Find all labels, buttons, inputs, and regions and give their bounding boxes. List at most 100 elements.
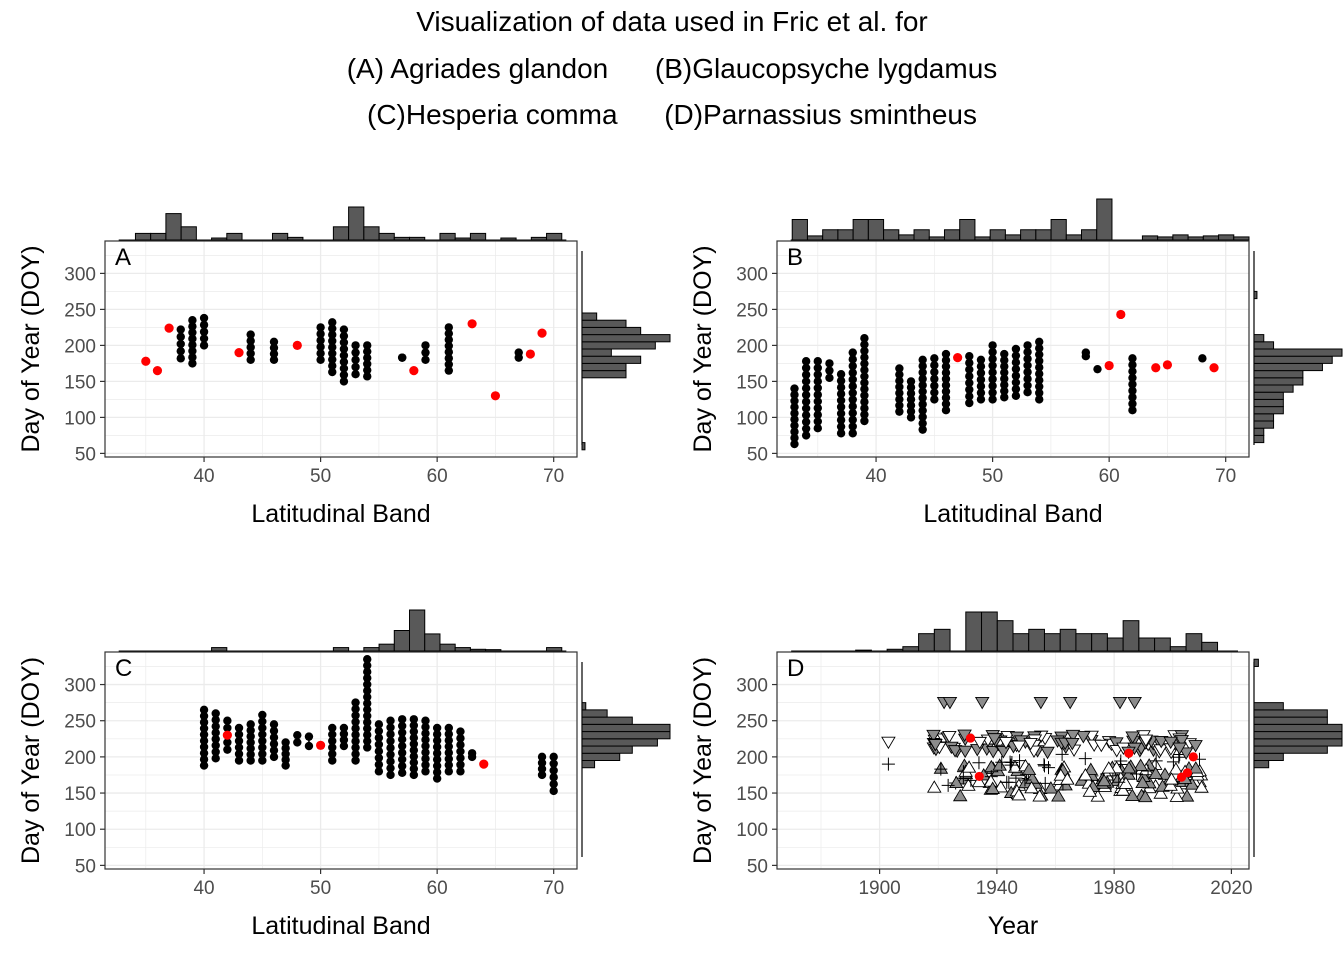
down-triangle-marker bbox=[998, 736, 1014, 750]
y-tick-label: 150 bbox=[64, 372, 96, 393]
x-hist-bar bbox=[886, 648, 904, 652]
data-point bbox=[304, 732, 314, 741]
y-tick-label: 250 bbox=[64, 712, 96, 733]
data-point bbox=[813, 377, 822, 386]
plus-marker bbox=[1141, 764, 1155, 778]
data-point bbox=[269, 739, 279, 749]
data-point bbox=[930, 354, 939, 363]
y-hist-bar bbox=[581, 370, 627, 379]
data-point bbox=[246, 732, 255, 741]
data-point bbox=[363, 743, 372, 752]
y-tick-label: 150 bbox=[64, 784, 96, 805]
down-triangle-marker bbox=[1178, 747, 1194, 760]
x-hist-bar bbox=[439, 643, 456, 652]
y-tick-label: 50 bbox=[747, 444, 768, 465]
data-point bbox=[1023, 347, 1032, 357]
x-tick-label: 1980 bbox=[1093, 878, 1135, 899]
data-point bbox=[965, 365, 974, 374]
data-point bbox=[895, 401, 904, 410]
data-point bbox=[409, 733, 419, 743]
data-point bbox=[836, 376, 846, 385]
data-point bbox=[930, 361, 939, 370]
y-tick-label: 100 bbox=[64, 820, 96, 841]
data-point bbox=[1011, 378, 1021, 387]
data-point bbox=[930, 388, 939, 397]
x-hist-bar bbox=[530, 236, 548, 241]
highlight-point bbox=[292, 340, 302, 350]
data-point bbox=[421, 760, 430, 770]
data-point bbox=[339, 357, 349, 367]
y-hist-bar bbox=[581, 312, 598, 321]
data-point bbox=[234, 749, 244, 759]
data-point bbox=[432, 723, 442, 733]
data-point bbox=[444, 329, 454, 338]
data-point bbox=[801, 431, 811, 440]
data-point bbox=[328, 349, 337, 358]
data-point bbox=[941, 399, 951, 409]
data-point bbox=[351, 711, 360, 720]
up-triangle-marker bbox=[961, 778, 976, 791]
y-hist-bar bbox=[1253, 658, 1259, 667]
data-point bbox=[397, 715, 407, 724]
data-point bbox=[397, 748, 407, 757]
panel-letter: C bbox=[115, 655, 132, 682]
data-point bbox=[374, 733, 384, 742]
y-hist-bar bbox=[1253, 413, 1275, 422]
data-point bbox=[895, 376, 904, 385]
figure-title-line-2: (A) Agriades glandon (B)Glaucopsyche lyg… bbox=[346, 53, 998, 84]
data-point bbox=[199, 327, 209, 336]
x-axis-label: Latitudinal Band bbox=[251, 912, 430, 940]
data-point bbox=[918, 368, 927, 377]
data-point bbox=[374, 760, 384, 769]
data-point bbox=[860, 404, 869, 413]
data-point bbox=[848, 368, 857, 377]
down-triangle-marker bbox=[942, 730, 957, 744]
data-point bbox=[537, 752, 547, 762]
data-point bbox=[363, 711, 372, 721]
data-point bbox=[421, 735, 430, 744]
x-hist-bar bbox=[855, 649, 872, 652]
x-hist-bar bbox=[928, 236, 945, 241]
panel-letter: B bbox=[787, 244, 803, 271]
data-point bbox=[351, 730, 360, 739]
down-triangle-marker bbox=[987, 733, 1002, 746]
y-hist-bar bbox=[1253, 377, 1304, 386]
x-hist-bar bbox=[180, 226, 197, 241]
data-point bbox=[836, 370, 846, 379]
data-point bbox=[790, 427, 799, 436]
data-point bbox=[234, 730, 244, 739]
highlight-point bbox=[1124, 748, 1134, 758]
data-point bbox=[363, 365, 372, 375]
data-point bbox=[199, 705, 209, 715]
y-hist-bar bbox=[1253, 709, 1328, 718]
up-triangle-marker bbox=[1148, 766, 1163, 780]
data-point bbox=[421, 767, 430, 776]
data-point bbox=[421, 722, 430, 732]
x-tick-label: 70 bbox=[543, 466, 564, 487]
data-point bbox=[339, 370, 349, 380]
data-point bbox=[432, 761, 442, 771]
data-point bbox=[848, 388, 857, 398]
x-hist-bar bbox=[965, 611, 983, 652]
data-point bbox=[918, 374, 927, 384]
y-hist-bar bbox=[581, 752, 621, 761]
data-point bbox=[234, 736, 244, 746]
data-point bbox=[918, 425, 927, 434]
data-point bbox=[269, 733, 279, 742]
data-point bbox=[860, 397, 869, 407]
data-point bbox=[188, 316, 197, 325]
data-point bbox=[339, 377, 349, 386]
data-point bbox=[456, 767, 465, 776]
up-triangle-marker bbox=[1083, 762, 1099, 775]
up-triangle-marker bbox=[1101, 761, 1117, 774]
data-point bbox=[895, 407, 904, 416]
data-point bbox=[1128, 354, 1137, 363]
data-point bbox=[1023, 374, 1032, 384]
y-tick-label: 100 bbox=[64, 408, 96, 429]
data-point bbox=[813, 410, 822, 420]
data-point bbox=[246, 336, 255, 346]
data-point bbox=[363, 372, 372, 381]
data-point bbox=[328, 330, 337, 339]
y-hist-bar bbox=[581, 348, 612, 357]
highlight-point bbox=[141, 356, 151, 366]
